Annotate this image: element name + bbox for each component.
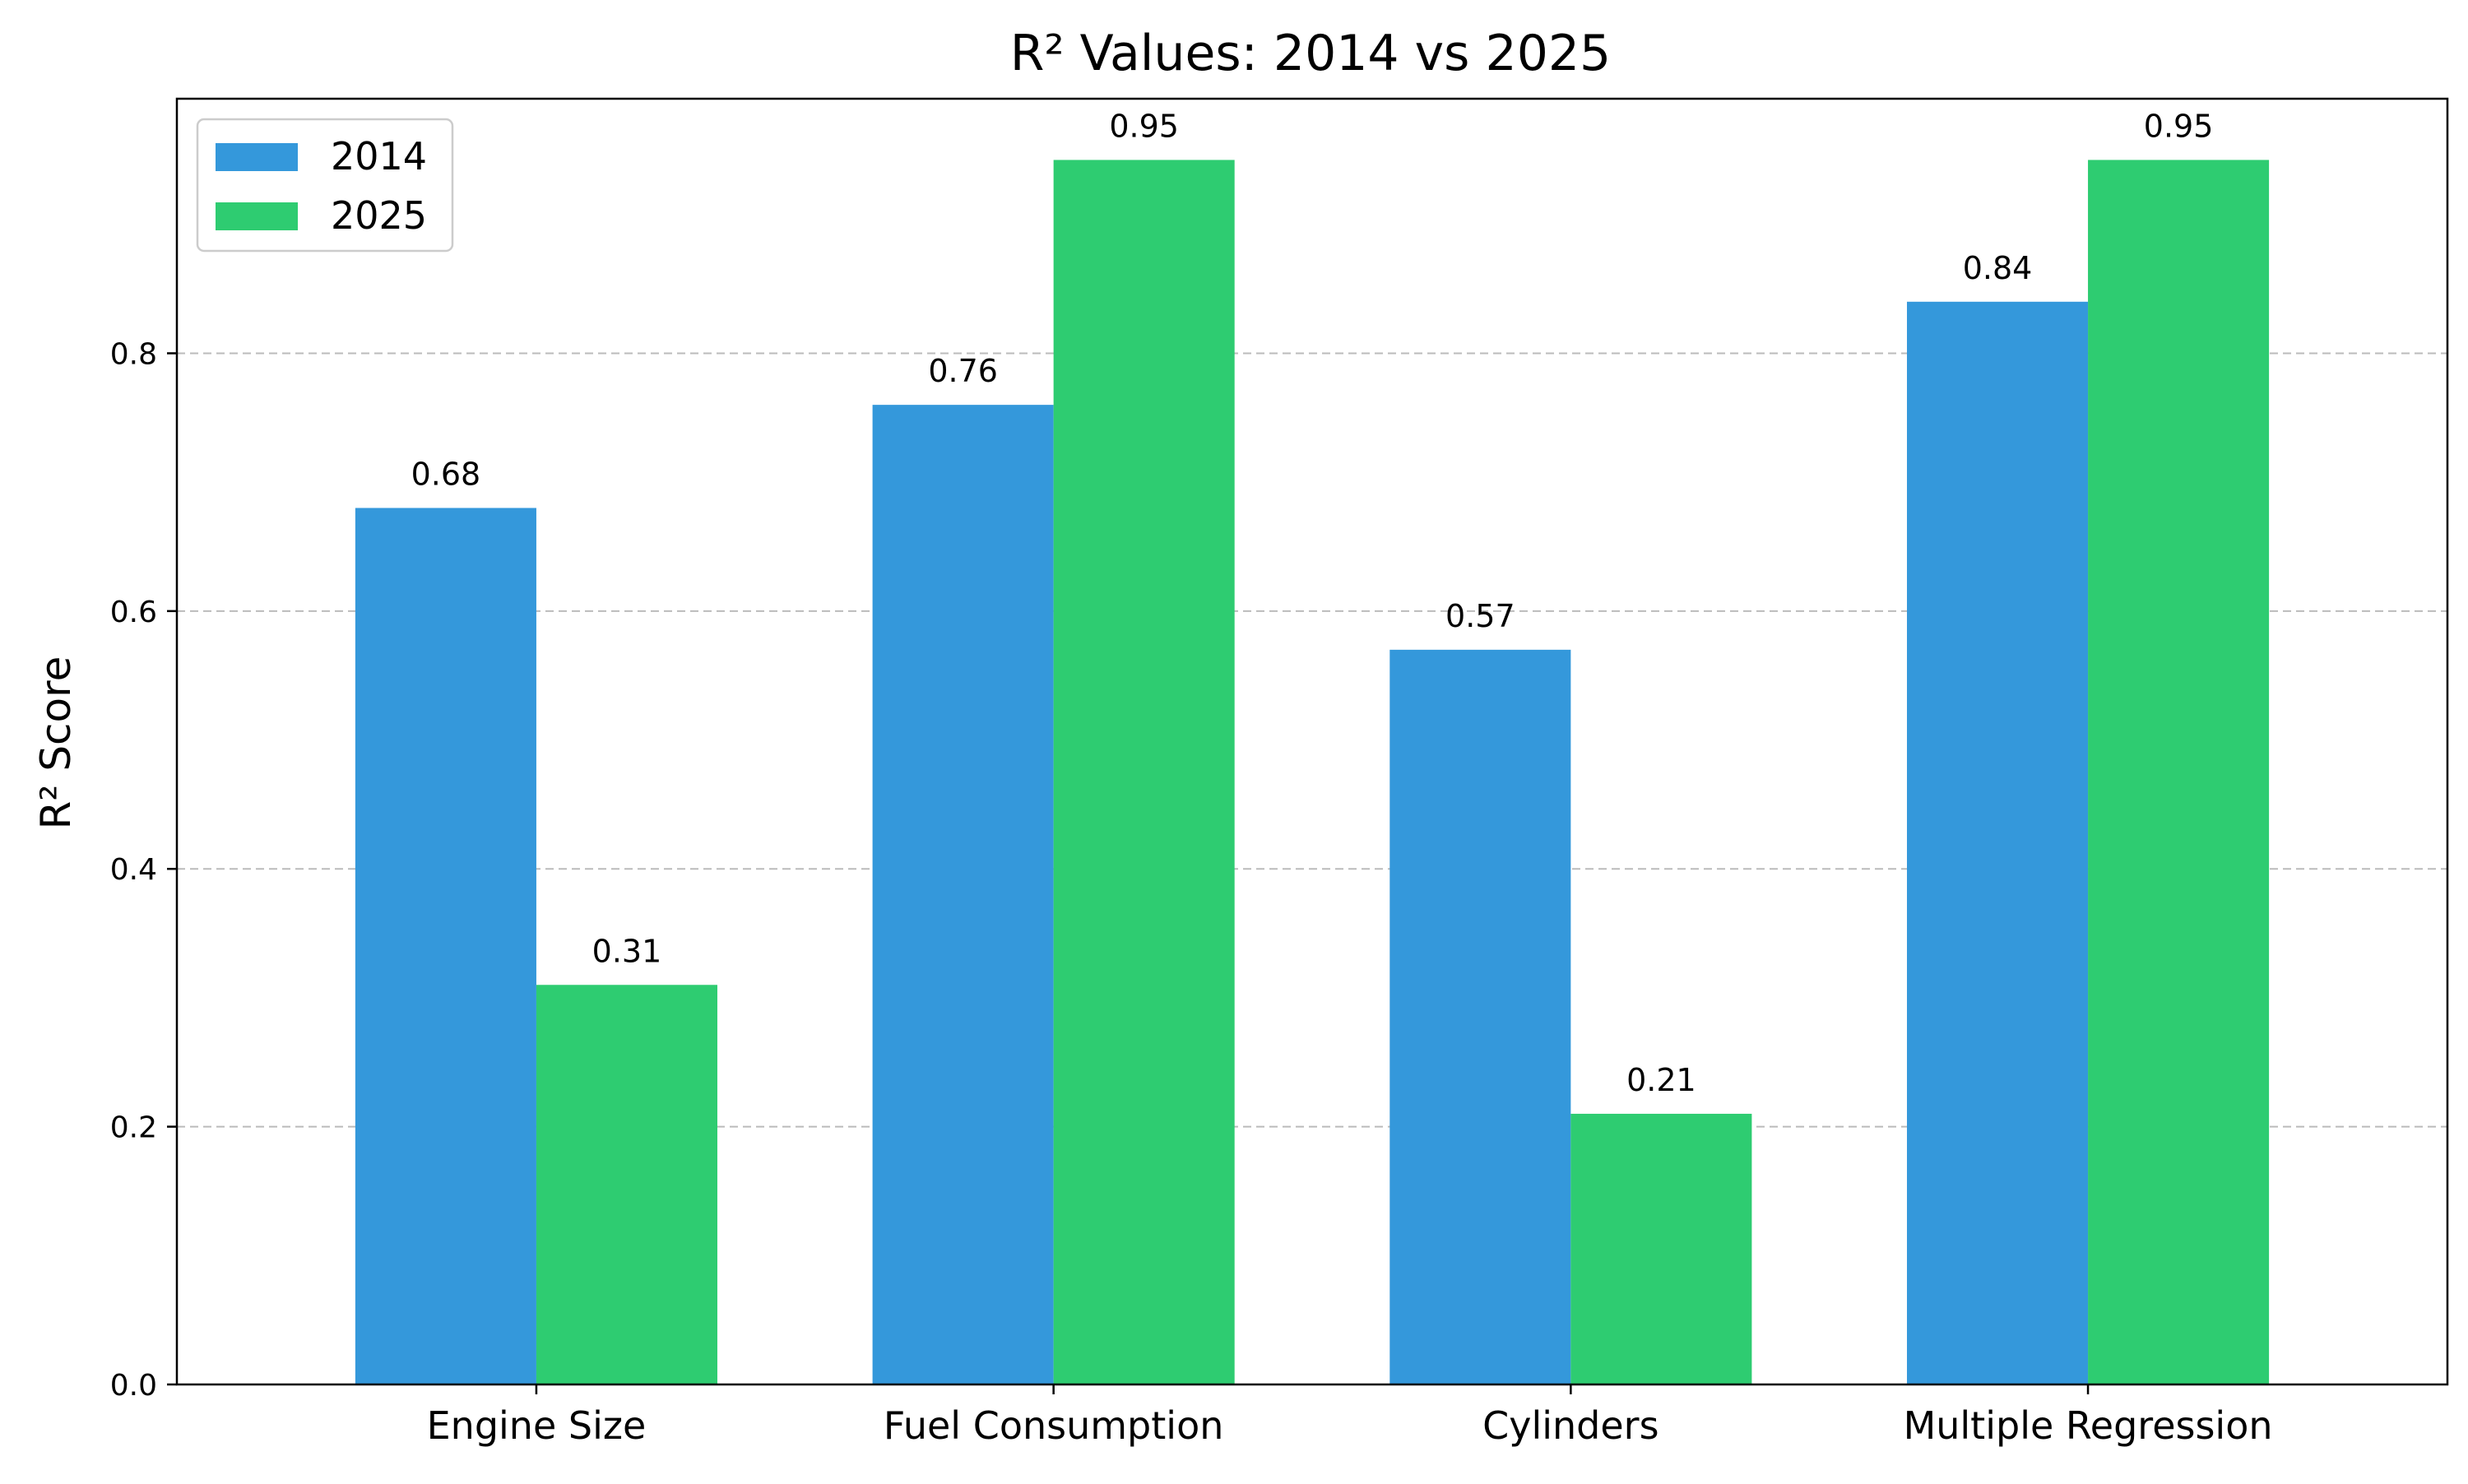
bar-2025-2[interactable] [1570,1113,1752,1384]
bar-value-label: 0.21 [1626,1062,1696,1098]
y-tick-label: 0.0 [110,1369,157,1403]
legend-label-2014: 2014 [331,134,427,179]
bar-2014-0[interactable] [355,508,536,1384]
bar-value-label: 0.31 [592,933,662,969]
bar-value-label: 0.68 [411,456,481,492]
plot-frame [175,97,2449,1386]
y-tick-label: 0.6 [110,596,157,629]
bar-value-label: 0.76 [928,353,998,389]
bar-2014-2[interactable] [1389,649,1571,1384]
y-tick-label: 0.2 [110,1111,157,1145]
grid-lines [177,352,2447,1128]
bar-2025-0[interactable] [536,985,717,1384]
bar-value-label: 0.57 [1445,598,1515,634]
legend-swatch-2025 [216,202,298,230]
bars [355,160,2270,1385]
bar-value-label: 0.95 [1109,108,1179,144]
bar-2025-3[interactable] [2088,160,2270,1384]
x-tick-label: Multiple Regression [1904,1403,2273,1448]
x-axis-ticks: Engine Size Fuel Consumption Cylinders Mult… [427,1384,2273,1448]
legend[interactable]: 2014 2025 [196,118,454,253]
y-axis-label: R² Score [32,656,80,830]
y-axis-ticks: 0.0 0.2 0.4 0.6 0.8 [110,337,177,1403]
bar-2014-1[interactable] [872,405,1054,1385]
y-tick-label: 0.4 [110,853,157,887]
bar-2025-1[interactable] [1053,160,1235,1384]
y-tick-label: 0.8 [110,337,157,371]
x-tick-label: Fuel Consumption [884,1403,1223,1448]
bar-value-label: 0.95 [2144,108,2214,144]
x-tick-label: Engine Size [427,1403,647,1448]
legend-swatch-2014 [216,143,298,171]
x-tick-label: Cylinders [1482,1403,1658,1448]
bar-2014-3[interactable] [1907,301,2089,1385]
axes [175,97,2449,1386]
chart-title: R² Values: 2014 vs 2025 [1010,25,1611,82]
bar-value-labels: 0.68 0.76 0.57 0.84 0.31 0.95 0.21 0.95 [411,108,2214,1098]
legend-label-2025: 2025 [331,193,427,238]
bar-value-label: 0.84 [1963,250,2033,286]
